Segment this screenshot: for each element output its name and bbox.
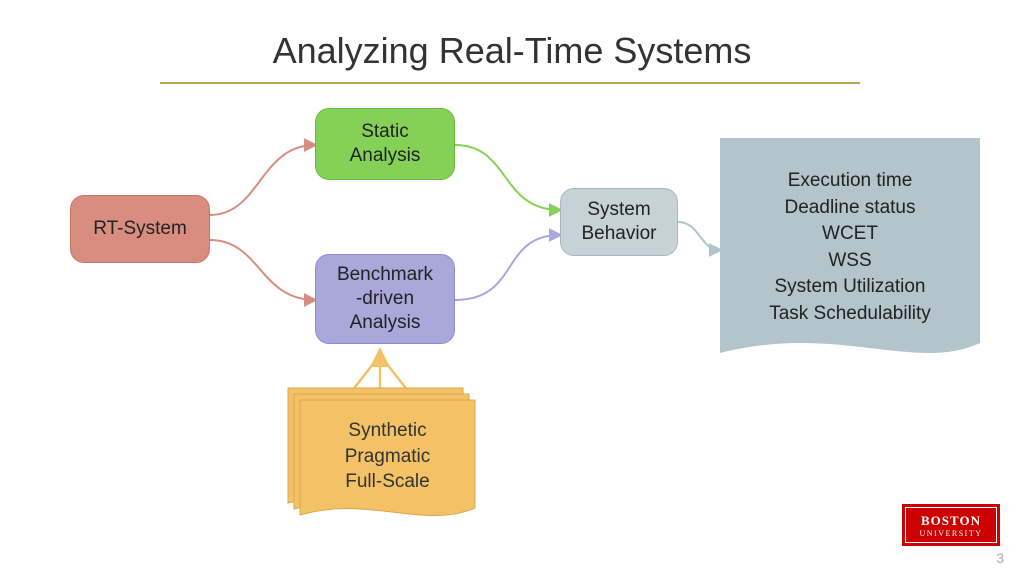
node-system-behavior: SystemBehavior — [560, 188, 678, 256]
note-item: Synthetic — [300, 418, 475, 444]
output-item: WSS — [828, 248, 871, 275]
boston-university-logo: BOSTON UNIVERSITY — [902, 504, 1000, 546]
note-item: Pragmatic — [300, 444, 475, 470]
node-static-analysis: StaticAnalysis — [315, 108, 455, 180]
output-item: Execution time — [788, 168, 913, 195]
note-item: Full-Scale — [300, 469, 475, 495]
output-item: System Utilization — [775, 274, 926, 301]
note-panel: SyntheticPragmaticFull-Scale — [300, 418, 475, 495]
title-underline — [160, 82, 860, 84]
page-number: 3 — [996, 550, 1004, 566]
node-benchmark: Benchmark-drivenAnalysis — [315, 254, 455, 344]
output-item: WCET — [822, 221, 878, 248]
slide-title: Analyzing Real-Time Systems — [0, 30, 1024, 72]
logo-line2: UNIVERSITY — [920, 529, 983, 538]
output-item: Task Schedulability — [769, 301, 931, 328]
output-item: Deadline status — [785, 195, 916, 222]
logo-line1: BOSTON — [921, 513, 981, 529]
node-rt-system: RT-System — [70, 195, 210, 263]
outputs-panel: Execution timeDeadline statusWCETWSSSyst… — [720, 138, 980, 358]
